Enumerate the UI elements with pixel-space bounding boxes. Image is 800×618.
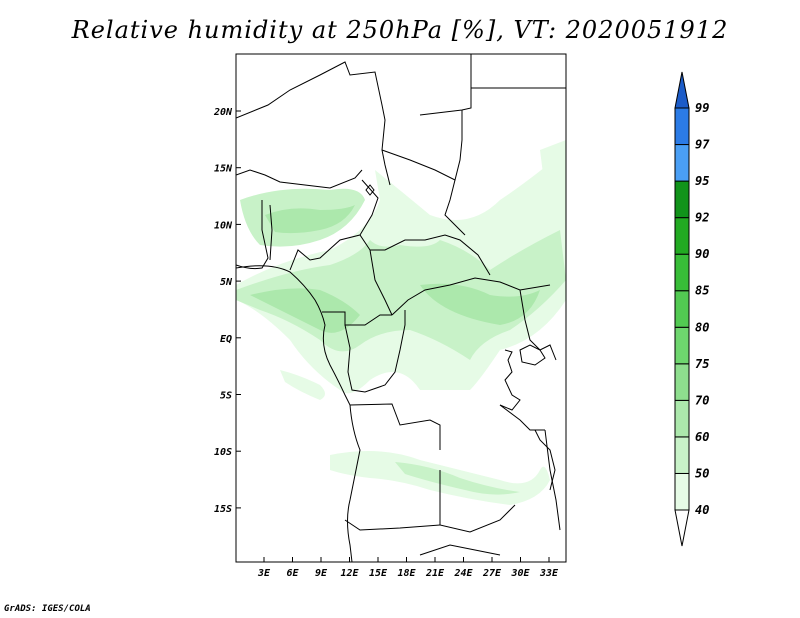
map-frame	[235, 53, 567, 563]
colorbar-label: 70	[695, 393, 709, 407]
lon-tick-label: 21E	[425, 568, 445, 579]
lat-tick-label: 15S	[214, 504, 232, 515]
lon-tick-label: 12E	[340, 568, 359, 579]
lon-tick-label: 30E	[510, 568, 530, 579]
colorbar-label: 99	[695, 101, 709, 115]
lon-tick-label: 3E	[257, 568, 271, 579]
lon-tick-label: 27E	[482, 568, 502, 579]
colorbar-label: 75	[695, 357, 709, 371]
lon-tick-label: 18E	[397, 568, 416, 579]
colorbar-label: 90	[695, 247, 709, 261]
lat-tick-label: 20N	[213, 107, 233, 118]
lat-tick-label: 5N	[220, 277, 233, 288]
lon-tick-label: 24E	[453, 568, 473, 579]
colorbar-label: 92	[695, 211, 709, 225]
lat-tick-label: 10S	[214, 447, 232, 458]
longitude-axis: 3E 6E 9E 12E 15E 18E 21E 24E 27E 30E 33E	[257, 557, 559, 579]
lon-tick-label: 33E	[539, 568, 559, 579]
colorbar-label: 85	[695, 284, 709, 298]
lat-tick-label: 5S	[220, 391, 232, 402]
colorbar-segment	[674, 363, 690, 401]
lat-tick-label: 10N	[214, 220, 233, 231]
colorbar-lower-arrow	[674, 509, 690, 547]
colorbar-label: 80	[695, 320, 709, 334]
colorbar-segment	[674, 217, 690, 255]
colorbar-segment	[674, 472, 690, 511]
country-borders	[236, 54, 566, 556]
latitude-axis: 20N 15N 10N 5N EQ 5S 10S 15S	[213, 107, 241, 515]
colorbar-label: 60	[695, 430, 709, 444]
lon-tick-label: 15E	[369, 568, 388, 579]
lon-tick-label: 6E	[286, 568, 299, 579]
lon-tick-label: 9E	[315, 568, 328, 579]
colorbar-segment	[674, 144, 690, 182]
colorbar-upper-arrow	[674, 71, 690, 109]
lat-tick-label: EQ	[220, 334, 232, 345]
colorbar-segment	[674, 399, 690, 438]
colorbar-label: 40	[695, 503, 709, 517]
grads-credit: GrADS: IGES/COLA	[4, 604, 91, 614]
chart-title: Relative humidity at 250hPa [%], VT: 202…	[71, 16, 729, 44]
colorbar-segment	[674, 180, 690, 219]
colorbar-segment	[674, 290, 690, 328]
colorbar: 40 50 60 70 75 80 85 90 92 95 97 99	[674, 71, 710, 547]
colorbar-segment	[674, 436, 690, 474]
colorbar-segment	[674, 253, 690, 292]
coastline	[236, 184, 556, 562]
colorbar-segment	[674, 326, 690, 365]
colorbar-label: 95	[695, 174, 709, 188]
lat-tick-label: 15N	[214, 164, 233, 175]
colorbar-segment	[674, 107, 690, 146]
colorbar-label: 97	[695, 138, 710, 152]
humidity-shading	[236, 140, 566, 505]
colorbar-label: 50	[695, 466, 709, 480]
